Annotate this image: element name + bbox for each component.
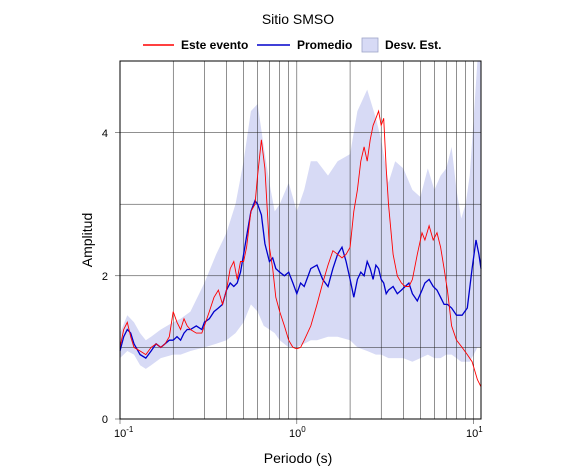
legend-swatch-desv-est [361, 37, 379, 53]
y-tick-label-2: 2 [102, 271, 108, 283]
x-tick-labels: 10-1 100 101 [114, 425, 483, 440]
y-tick-label-0: 0 [102, 414, 108, 426]
desv-est-band [120, 61, 481, 369]
x-tick-label-10: 101 [466, 425, 483, 440]
x-tick-exp: 1 [478, 425, 483, 434]
x-tick-label-1: 100 [289, 425, 306, 440]
y-tick-labels: 0 2 4 [102, 128, 108, 426]
series-promedio-line [119, 199, 482, 359]
y-tick-label-4: 4 [102, 128, 108, 140]
x-tick-base: 10 [114, 428, 126, 440]
x-tick-base: 10 [289, 428, 301, 440]
x-tick-exp: -1 [126, 425, 134, 434]
legend-label-este-evento: Este evento [181, 38, 248, 52]
legend: Este evento Promedio Desv. Est. [143, 37, 441, 53]
y-axis-label: Amplitud [79, 213, 95, 267]
x-tick-base: 10 [466, 428, 478, 440]
x-tick-label-0.1: 10-1 [114, 425, 134, 440]
legend-label-desv-est: Desv. Est. [385, 38, 441, 52]
x-axis-label: Periodo (s) [264, 450, 332, 466]
series-este-evento-line [119, 109, 482, 388]
x-tick-exp: 0 [301, 425, 306, 434]
plot-area [115, 60, 482, 424]
chart-title: Sitio SMSO [262, 11, 334, 27]
plot-frame [119, 60, 482, 420]
legend-label-promedio: Promedio [297, 38, 352, 52]
